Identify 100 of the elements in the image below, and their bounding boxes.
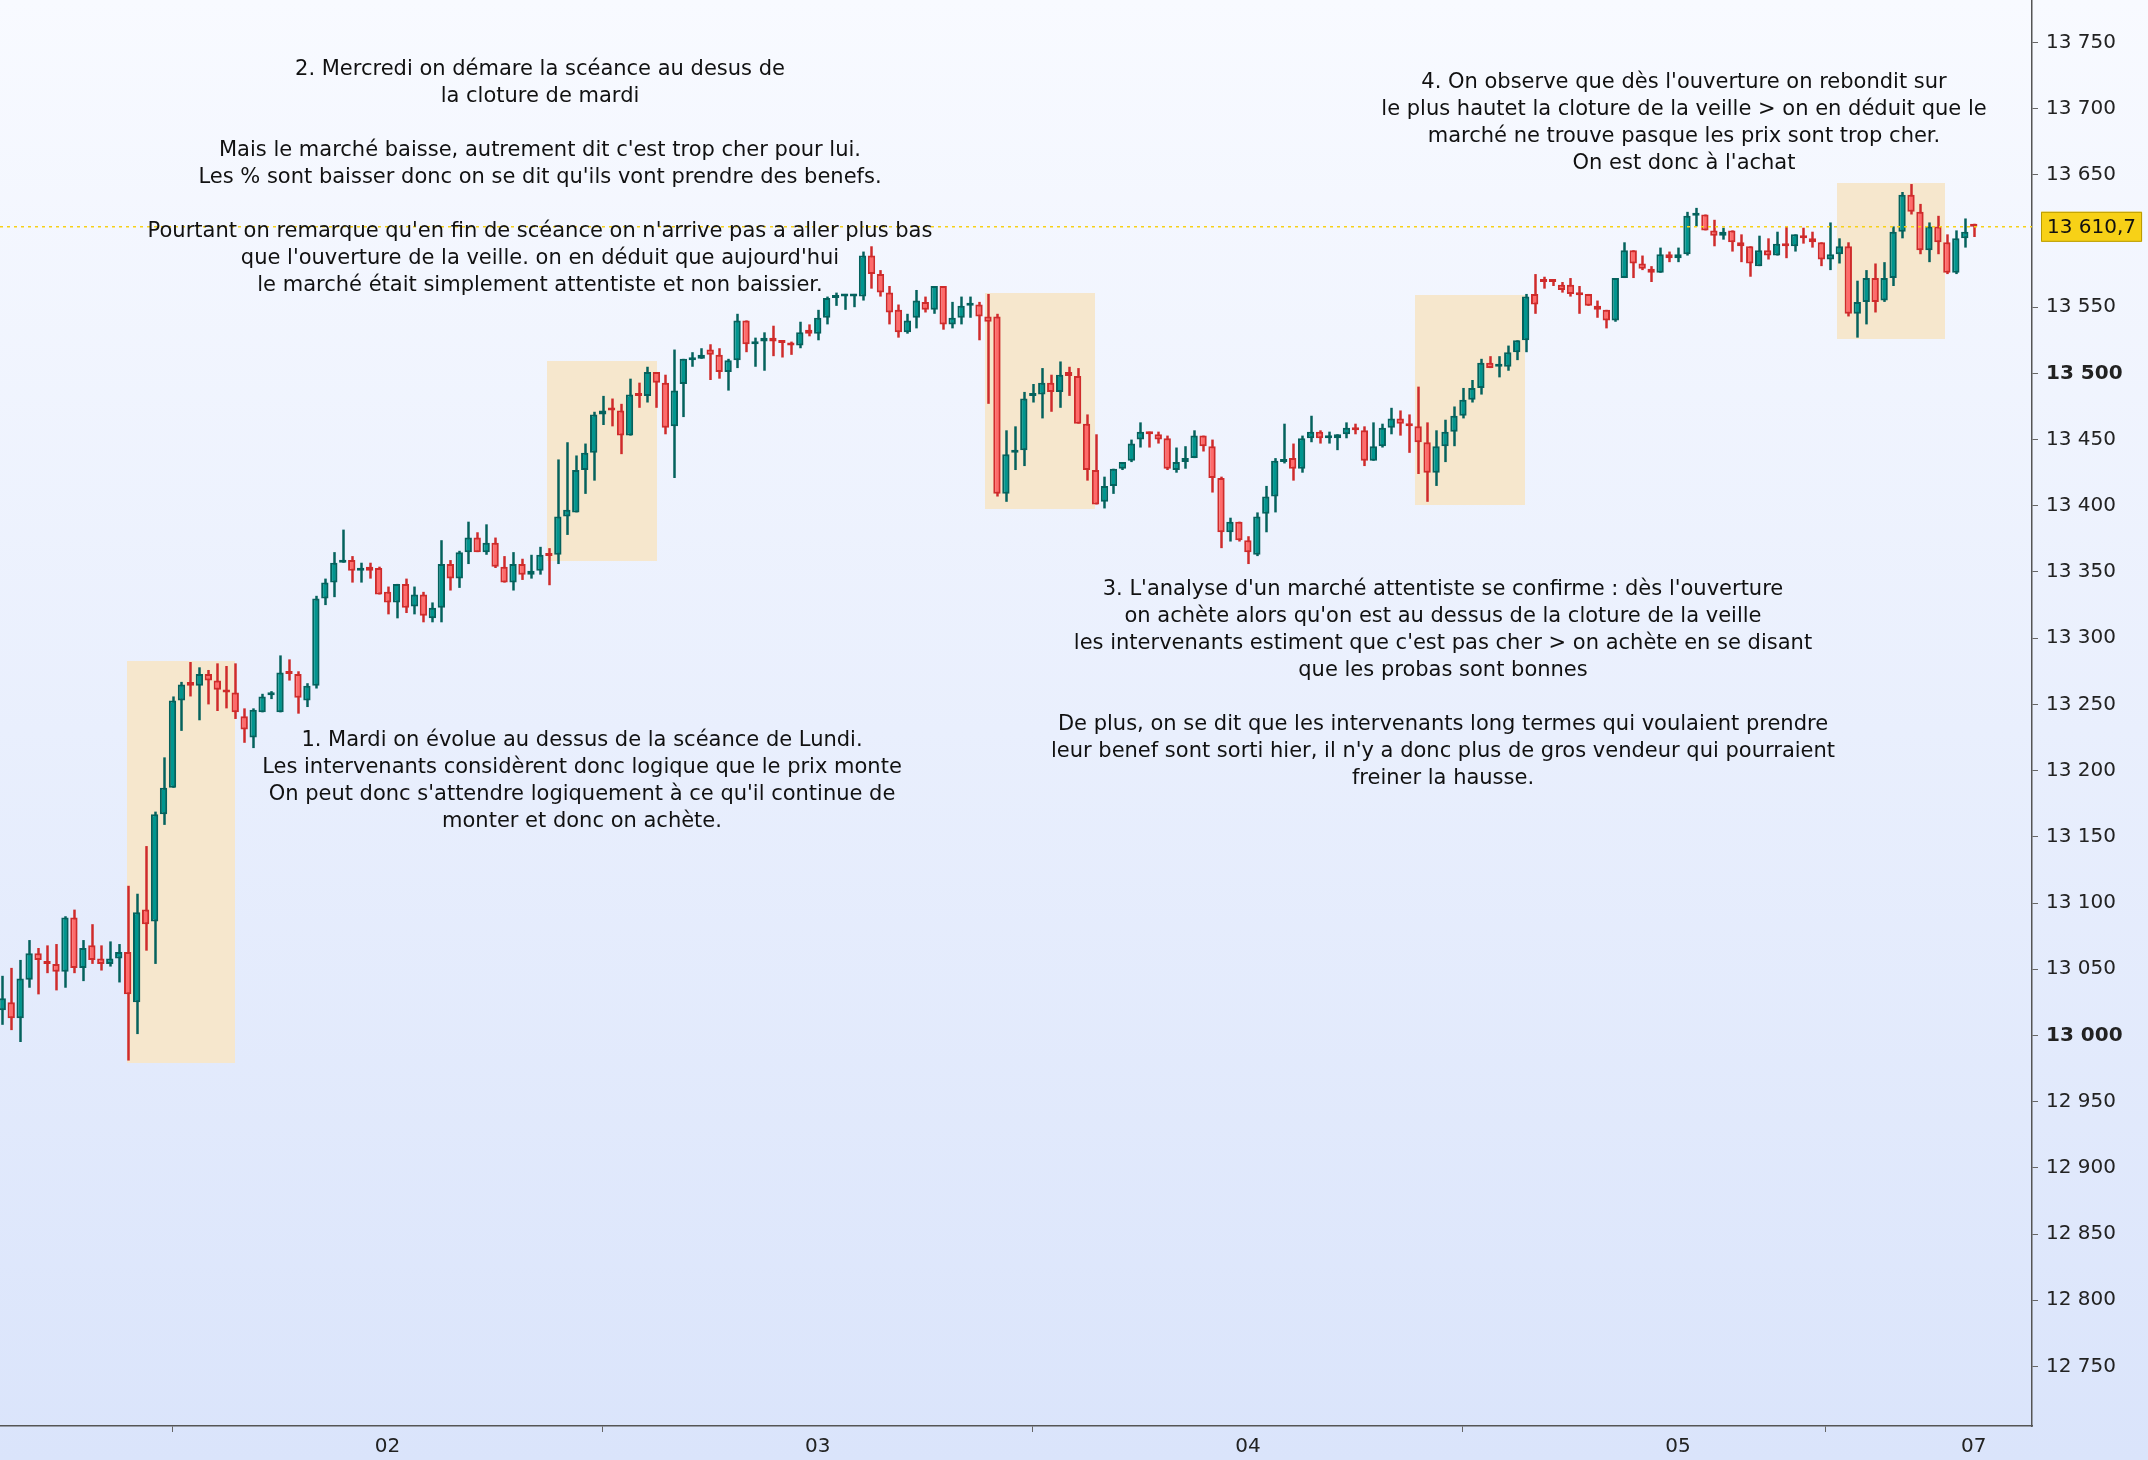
x-tick-label: 03 [805, 1433, 831, 1458]
candlestick [1477, 357, 1485, 396]
candlestick [249, 707, 257, 750]
candlestick [1504, 344, 1512, 372]
y-tick-label: 13 000 [2046, 1021, 2123, 1046]
candlestick [115, 942, 123, 984]
candlestick [1862, 268, 1870, 326]
candlestick [1656, 246, 1664, 274]
y-tick-label: 12 800 [2046, 1286, 2116, 1311]
candlestick [1755, 234, 1763, 268]
candlestick [1468, 378, 1476, 404]
x-tick-label: 05 [1665, 1433, 1691, 1458]
candlestick [814, 308, 822, 342]
candlestick [1369, 421, 1378, 463]
candlestick [831, 291, 840, 308]
candlestick [303, 681, 311, 709]
candlestick [1396, 409, 1404, 437]
annotation: 4. On observe que dès l'ouverture on rebondit sur le plus hautet la cloture de la veille > on en déduit que le marché ne trouve pasque les prix sont trop cher. On est donc à l'achat [1381, 68, 1987, 176]
candlestick [1826, 221, 1835, 272]
candlestick [984, 292, 992, 406]
candlestick [1880, 260, 1888, 304]
candlestick [1387, 406, 1395, 436]
candlestick [482, 523, 490, 557]
candlestick [634, 381, 643, 410]
candlestick [455, 549, 463, 590]
candlestick [1441, 418, 1449, 464]
candlestick [401, 577, 410, 615]
candlestick [446, 558, 454, 592]
candlestick [294, 670, 302, 715]
candlestick [88, 922, 96, 966]
candlestick [930, 284, 938, 316]
annotation: 1. Mardi on évolue au dessus de la scéance de Lundi. Les intervenants considèrent donc logique que le prix monte On peut donc s'attendre logiquement à ce qu'il continue de monter et donc on achète. [262, 726, 902, 834]
candlestick [536, 545, 544, 576]
candlestick [1136, 421, 1145, 449]
candlestick [491, 536, 499, 570]
y-tick-label: 13 250 [2046, 690, 2116, 715]
candlestick [1190, 429, 1198, 460]
candlestick [1450, 405, 1458, 448]
candlestick [1459, 386, 1467, 420]
candlestick [34, 946, 42, 996]
y-tick-label: 13 300 [2046, 624, 2116, 649]
candlestick [231, 662, 239, 721]
candlestick [52, 942, 60, 992]
candlestick [742, 319, 750, 354]
y-tick-label: 13 550 [2046, 293, 2116, 318]
candlestick [79, 938, 87, 983]
candlestick [1064, 365, 1073, 398]
y-tick-label: 12 750 [2046, 1352, 2116, 1377]
y-tick-label: 13 700 [2046, 94, 2116, 119]
candlestick [1172, 446, 1180, 474]
candlestick [1871, 262, 1879, 314]
y-tick-label: 13 350 [2046, 558, 2116, 583]
candlestick [715, 346, 723, 380]
candlestick [1548, 279, 1557, 288]
candlestick [616, 402, 625, 456]
candlestick [25, 938, 33, 989]
candlestick [1925, 221, 1933, 264]
y-tick-label: 13 050 [2046, 955, 2116, 980]
candlestick [509, 550, 517, 592]
y-tick-label: 12 900 [2046, 1154, 2116, 1179]
y-tick-label: 13 650 [2046, 160, 2116, 185]
candlestick [876, 268, 885, 298]
candlestick [1244, 534, 1252, 566]
candlestick [796, 320, 804, 350]
candlestick [518, 557, 526, 582]
candlestick [1539, 275, 1548, 290]
candlestick [1620, 241, 1628, 280]
candlestick [330, 550, 338, 599]
y-tick-label: 13 500 [2046, 359, 2123, 384]
candlestick [957, 295, 965, 326]
y-tick-label: 13 400 [2046, 491, 2116, 516]
candlestick [348, 554, 356, 584]
x-tick-label: 07 [1961, 1433, 1987, 1458]
candlestick [652, 370, 661, 410]
y-tick-label: 13 450 [2046, 425, 2116, 450]
candlestick [321, 577, 329, 607]
candlestick [204, 668, 213, 706]
candlestick [1763, 237, 1772, 261]
ref-line-label: 13 610,7 [2047, 214, 2137, 239]
candlestick [724, 357, 732, 392]
candlestick [1907, 182, 1915, 216]
candlestick [1710, 218, 1718, 248]
candlestick [1289, 442, 1297, 482]
candlestick [1226, 516, 1234, 543]
candlestick [1432, 429, 1440, 488]
candlestick [975, 300, 983, 342]
candlestick [500, 554, 508, 584]
candlestick [643, 365, 652, 404]
candlestick [823, 295, 831, 326]
x-tick-label: 02 [374, 1433, 401, 1458]
candlestick [7, 966, 15, 1032]
y-tick-label: 12 850 [2046, 1220, 2116, 1245]
candlestick [419, 590, 428, 624]
text: 3. L'analyse d'un marché attentiste se confirme : dès l'ouverture on achète alors qu'on est au dessus de la cloture de la veille les intervenants estiment que c'est pas cher > on achète en se disant que les probas sont bonnes De plus, on se dit que les intervenants long termes qui voulaient prendre leur benef sont sorti hier, il n'y a donc plus de gros vendeur qui pourraient freiner la hausse. [1050, 576, 1836, 789]
candlestick [1414, 385, 1422, 476]
text: 2. Mercredi on démare la scéance au desus de la cloture de mardi Mais le marché baisse, autrement dit c'est trop cher pour lui. Les % sont baisser donc on se dit qu'ils vont prendre des benefs. Pourtant on remarque qu'en fin de scéance on n'arrive pas a aller plus bas que l'ouverture de la veille. on en déduit que aujourd'hui le marché était simplement attentiste et non baissier. [147, 56, 933, 296]
candlestick [1100, 475, 1109, 510]
y-tick-label: 12 950 [2046, 1087, 2116, 1112]
x-tick-label: 04 [1235, 1433, 1261, 1458]
candlestick [1934, 214, 1942, 256]
